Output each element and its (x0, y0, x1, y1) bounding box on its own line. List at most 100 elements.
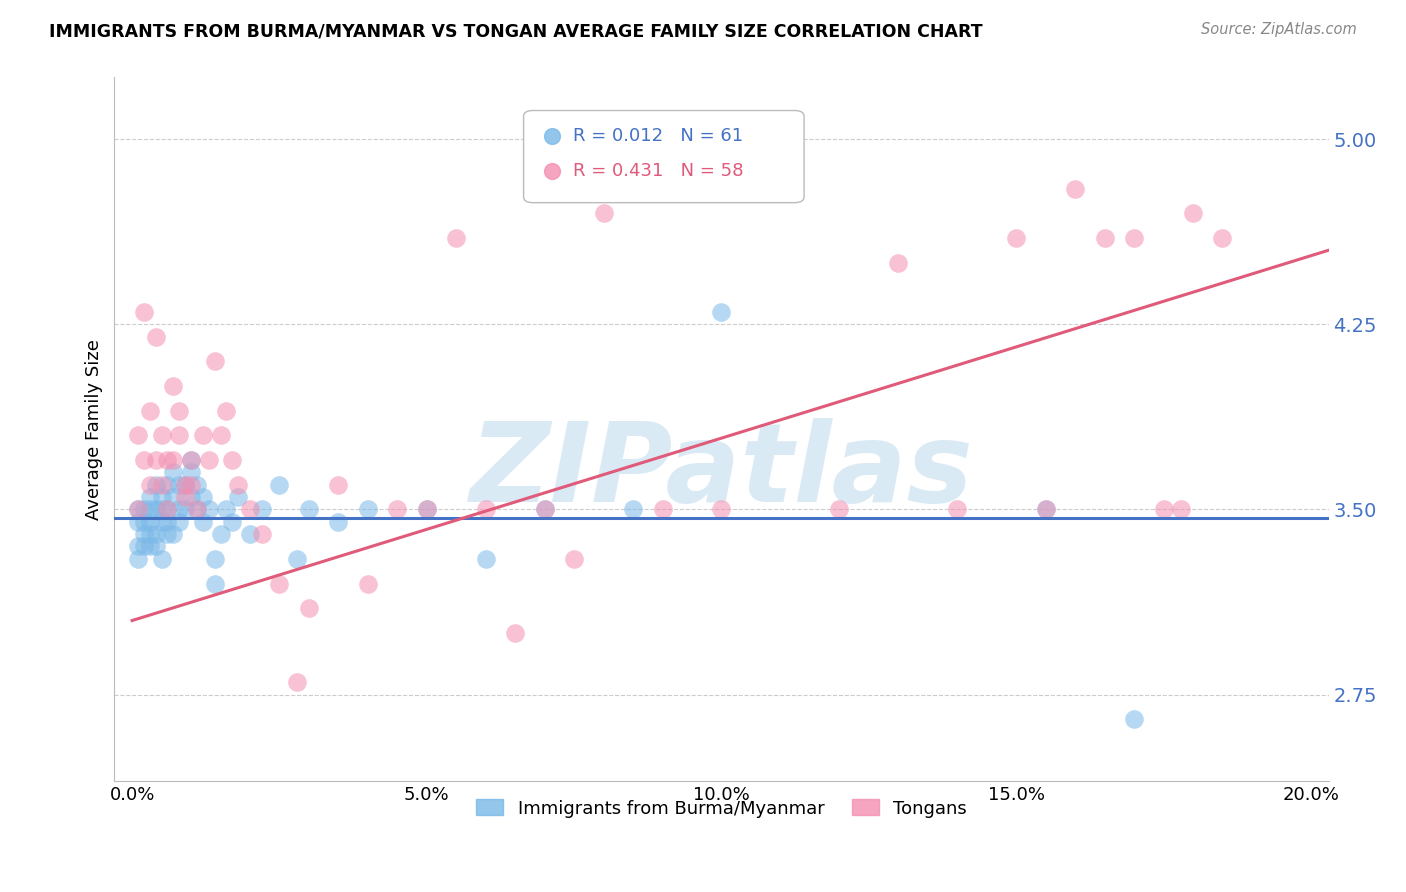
Point (180, 490, 202, 504)
Point (167, 515, 190, 529)
Point (769, 181, 792, 195)
Point (186, 502, 208, 516)
Point (127, 502, 149, 516)
Point (174, 490, 197, 504)
Point (621, 502, 644, 516)
Point (132, 502, 155, 516)
Point (474, 551, 496, 566)
Point (1153, 502, 1175, 516)
Point (285, 551, 308, 566)
Point (416, 502, 439, 516)
Point (1123, 231, 1146, 245)
Point (269, 477, 291, 491)
Point (357, 502, 380, 516)
Point (446, 231, 468, 245)
Point (328, 477, 350, 491)
Point (139, 477, 162, 491)
Point (132, 527, 155, 541)
Point (150, 428, 173, 442)
Point (145, 329, 167, 343)
Point (221, 515, 243, 529)
Point (328, 515, 350, 529)
Point (167, 428, 190, 442)
Point (150, 515, 173, 529)
Point (503, 626, 526, 640)
Legend: Immigrants from Burma/Myanmar, Tongans: Immigrants from Burma/Myanmar, Tongans (470, 792, 974, 825)
Point (1064, 181, 1087, 195)
Point (1123, 712, 1146, 726)
Point (156, 527, 179, 541)
Point (1005, 231, 1028, 245)
Text: ZIPatlas: ZIPatlas (470, 418, 973, 524)
Point (533, 502, 555, 516)
Point (132, 540, 155, 554)
Point (191, 490, 214, 504)
Point (533, 502, 555, 516)
Point (204, 354, 226, 368)
Point (215, 502, 238, 516)
Point (191, 428, 214, 442)
Point (562, 551, 585, 566)
Point (209, 428, 232, 442)
Point (592, 206, 614, 220)
Point (204, 551, 226, 566)
Point (298, 601, 321, 615)
Point (174, 477, 197, 491)
Point (162, 379, 184, 393)
Point (204, 576, 226, 591)
Point (145, 502, 167, 516)
Point (651, 502, 673, 516)
Point (139, 540, 162, 554)
Point (156, 515, 179, 529)
Point (1035, 502, 1057, 516)
Point (132, 305, 155, 319)
Point (226, 477, 249, 491)
Point (226, 490, 249, 504)
Point (167, 477, 190, 491)
Point (239, 527, 262, 541)
Point (162, 527, 184, 541)
Point (197, 502, 219, 516)
Point (156, 453, 179, 467)
Point (387, 502, 409, 516)
Point (167, 502, 190, 516)
Point (162, 466, 184, 480)
Point (416, 502, 439, 516)
Point (156, 477, 179, 491)
Point (946, 502, 969, 516)
Point (167, 403, 190, 417)
Point (1211, 231, 1233, 245)
Point (156, 502, 179, 516)
Point (145, 477, 167, 491)
Point (828, 502, 851, 516)
Point (145, 540, 167, 554)
Point (180, 453, 202, 467)
Point (150, 477, 173, 491)
Point (221, 453, 243, 467)
Point (357, 576, 380, 591)
Text: Source: ZipAtlas.com: Source: ZipAtlas.com (1201, 22, 1357, 37)
Point (174, 502, 197, 516)
Point (150, 502, 173, 516)
Point (250, 527, 273, 541)
Point (710, 305, 733, 319)
Point (1094, 231, 1116, 245)
Point (139, 490, 162, 504)
Point (250, 502, 273, 516)
Point (174, 477, 197, 491)
Point (156, 502, 179, 516)
Point (269, 576, 291, 591)
Point (215, 403, 238, 417)
Point (191, 515, 214, 529)
Y-axis label: Average Family Size: Average Family Size (86, 339, 103, 520)
Point (132, 453, 155, 467)
Point (127, 515, 149, 529)
Point (127, 502, 149, 516)
Point (127, 428, 149, 442)
Point (197, 453, 219, 467)
Point (1170, 502, 1192, 516)
Point (1182, 206, 1205, 220)
FancyBboxPatch shape (523, 111, 804, 202)
Point (474, 502, 496, 516)
Point (127, 540, 149, 554)
